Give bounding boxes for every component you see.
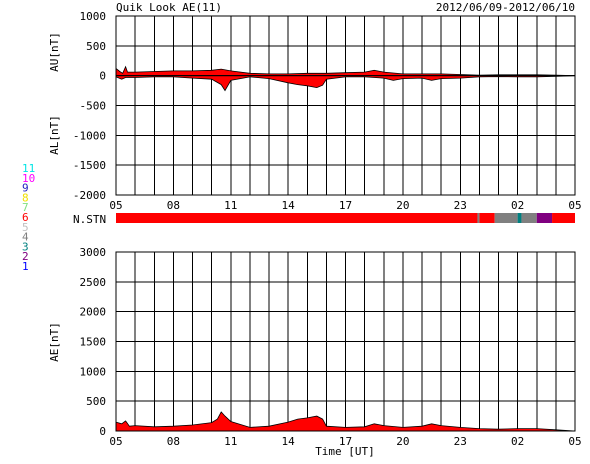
- y-tick-label: -500: [80, 100, 107, 113]
- y-tick-label: 2000: [80, 306, 107, 319]
- data-series-area: [115, 75, 576, 92]
- legend-station-label: 5: [22, 221, 29, 234]
- x-tick-label: 23: [454, 199, 467, 212]
- legend-station-label: 1: [22, 260, 29, 273]
- x-tick-label: 05: [109, 435, 122, 448]
- x-tick-label: 20: [396, 199, 409, 212]
- legend-station-label: 4: [22, 231, 29, 244]
- y-tick-label: 3000: [80, 246, 107, 259]
- legend-station-label: 7: [22, 201, 29, 214]
- nstn-segment: [517, 213, 522, 223]
- plot-frame: [115, 251, 576, 432]
- legend-station-label: 8: [22, 191, 29, 204]
- y-tick-label: 500: [86, 40, 106, 53]
- legend-station-label: 2: [22, 250, 29, 263]
- y-tick-label: 0: [99, 425, 106, 438]
- x-tick-label: 14: [282, 199, 296, 212]
- x-tick-label: 17: [339, 435, 352, 448]
- nstn-segment: [552, 213, 575, 223]
- nstn-segment: [494, 213, 518, 223]
- date-range: 2012/06/09-2012/06/10: [436, 1, 575, 14]
- y-axis-label: AL[nT]: [48, 115, 61, 155]
- x-tick-label: 02: [511, 199, 524, 212]
- chart-title: Quik Look AE(11): [116, 1, 222, 14]
- legend-station-label: 3: [22, 240, 29, 253]
- legend-station-label: 11: [22, 162, 35, 175]
- x-tick-label: 05: [109, 199, 122, 212]
- x-tick-label: 11: [224, 199, 237, 212]
- y-tick-label: -2000: [73, 189, 106, 202]
- y-axis-label: AU[nT]: [48, 32, 61, 72]
- y-tick-label: 0: [99, 70, 106, 83]
- legend-station-label: 6: [22, 211, 29, 224]
- y-axis-label: AE[nT]: [48, 322, 61, 362]
- y-tick-label: 1000: [80, 365, 107, 378]
- nstn-panel: [116, 213, 575, 223]
- x-tick-label: 14: [282, 435, 296, 448]
- x-tick-label: 17: [339, 199, 352, 212]
- x-tick-label: 08: [167, 435, 180, 448]
- nstn-label: N.STN: [73, 213, 106, 226]
- x-axis-label: Time [UT]: [315, 445, 375, 458]
- nstn-segment: [477, 213, 480, 223]
- nstn-segment: [521, 213, 537, 223]
- nstn-segment: [116, 213, 478, 223]
- y-tick-label: 2500: [80, 276, 107, 289]
- x-tick-label: 11: [224, 435, 237, 448]
- legend-station-label: 10: [22, 172, 35, 185]
- plot-frame: [115, 15, 576, 196]
- x-tick-label: 02: [511, 435, 524, 448]
- y-tick-label: -1000: [73, 129, 106, 142]
- x-tick-label: 05: [568, 199, 581, 212]
- nstn-segment: [536, 213, 553, 223]
- x-tick-label: 08: [167, 199, 180, 212]
- y-tick-label: 1500: [80, 336, 107, 349]
- data-series-area: [115, 65, 576, 77]
- x-tick-label: 20: [396, 435, 409, 448]
- nstn-segment: [479, 213, 495, 223]
- x-tick-label: 23: [454, 435, 467, 448]
- data-series-area: [115, 411, 576, 432]
- x-tick-label: 05: [568, 435, 581, 448]
- legend-station-label: 9: [22, 182, 29, 195]
- y-tick-label: 500: [86, 395, 106, 408]
- y-tick-label: -1500: [73, 159, 106, 172]
- y-tick-label: 1000: [80, 10, 107, 23]
